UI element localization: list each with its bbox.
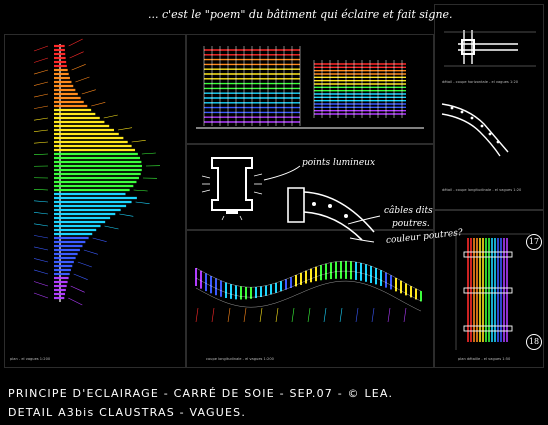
section-marker-18: 18: [526, 334, 542, 350]
marker-18-label: 18: [528, 337, 540, 346]
wave-outline: [195, 270, 422, 302]
wave-ray: [291, 307, 295, 323]
panel-left-plan: [4, 34, 186, 368]
light-ray: [33, 292, 49, 299]
light-ray: [33, 153, 49, 156]
detail-crossbeam: [463, 251, 513, 258]
wave-outline: [195, 280, 422, 312]
caption-plan: plan - el vagues 1:200: [10, 357, 51, 361]
label-cables-line1: câbles dits: [384, 206, 433, 216]
light-ray: [33, 269, 49, 275]
tower-plan-drawing: [33, 38, 160, 306]
top-annotation: ... c'est le "poem" du bâtiment qui écla…: [148, 8, 453, 21]
light-ray: [33, 69, 49, 75]
caption-plan-detail: plan détaille - el vagues 1:50: [458, 357, 511, 361]
light-ray: [104, 225, 119, 230]
wave-ray: [355, 307, 359, 323]
detail-crossbeam: [463, 287, 513, 294]
marker-17-label: 17: [528, 237, 540, 246]
longitudinal-cut-detail: [441, 103, 509, 157]
caption-longitudinal-section: coupe longitudinale - el vagues 1:200: [206, 357, 274, 361]
light-ray: [117, 127, 133, 131]
light-ray: [33, 105, 49, 109]
caption-horizontal-cut: détail - coupe horizontale - el vagues 1…: [442, 80, 519, 84]
light-ray: [68, 297, 83, 306]
light-ray: [33, 281, 49, 287]
wave-ray: [211, 307, 215, 323]
light-ray: [33, 141, 49, 144]
footer-line-2: DETAIL A3bis CLAUSTRAS - VAGUES.: [8, 406, 247, 419]
horizontal-cut-detail: [444, 30, 536, 67]
elevation-drawing: [196, 46, 424, 129]
light-ray: [133, 189, 148, 192]
section-marker-17: 17: [526, 234, 542, 250]
wave-ray: [275, 307, 279, 323]
panel-center-details: [186, 144, 434, 230]
wave-ray: [387, 307, 391, 323]
plan-detail-drawing: [450, 230, 530, 350]
light-ray: [119, 213, 134, 217]
light-ray: [33, 93, 49, 98]
light-ray: [33, 235, 49, 239]
light-ray: [33, 129, 49, 132]
light-ray: [33, 188, 49, 191]
light-ray: [81, 89, 96, 95]
wave-ray: [195, 307, 199, 323]
wave-section-drawing: [195, 260, 422, 323]
panel-plan-detail: [434, 210, 544, 368]
light-ray: [70, 285, 85, 293]
light-ray: [71, 64, 86, 71]
light-ray: [33, 117, 49, 121]
light-ray: [33, 57, 49, 63]
light-ray: [77, 261, 92, 268]
wave-ray: [227, 307, 231, 323]
caption-longitudinal-cut: détail - coupe longitudinale - el vagues…: [442, 188, 522, 192]
light-ray: [75, 76, 90, 83]
light-ray: [103, 114, 118, 119]
light-ray: [33, 258, 49, 263]
light-ray: [33, 246, 49, 251]
footer-line-1: PRINCIPE D'ECLAIRAGE - CARRÉ DE SOIE - S…: [8, 387, 394, 400]
light-ray: [92, 237, 107, 242]
curved-beam-sketch: [287, 187, 375, 241]
wave-ray: [307, 307, 311, 323]
label-points-lumineux: points lumineux: [302, 158, 376, 168]
light-ray: [141, 152, 156, 155]
wave-ray: [339, 307, 343, 323]
light-ray: [83, 249, 98, 255]
light-ray: [131, 140, 146, 143]
panel-details-right: [434, 4, 544, 210]
wave-ray: [403, 307, 407, 323]
light-ray: [73, 273, 88, 280]
light-ray: [135, 201, 150, 204]
module-section-sketch: [201, 157, 263, 221]
wave-outline: [195, 260, 422, 292]
detail-crossbeam: [463, 325, 513, 332]
light-ray: [33, 45, 49, 52]
light-ray: [68, 38, 83, 47]
light-ray: [69, 51, 84, 59]
wave-ray: [243, 307, 247, 323]
light-ray: [33, 81, 49, 86]
wave-ray: [323, 307, 327, 323]
light-ray: [33, 223, 49, 227]
light-ray: [91, 102, 106, 107]
wave-ray: [259, 307, 263, 323]
wave-ray: [371, 307, 375, 323]
annotation-arrows: [263, 165, 381, 243]
label-cables-line2: poutres.: [392, 219, 430, 229]
panel-elevation: [186, 34, 434, 144]
light-ray: [33, 200, 49, 203]
title-block: PRINCIPE D'ECLAIRAGE - CARRÉ DE SOIE - S…: [0, 370, 548, 425]
light-ray: [33, 212, 49, 215]
panel-longitudinal-section: [186, 230, 434, 368]
